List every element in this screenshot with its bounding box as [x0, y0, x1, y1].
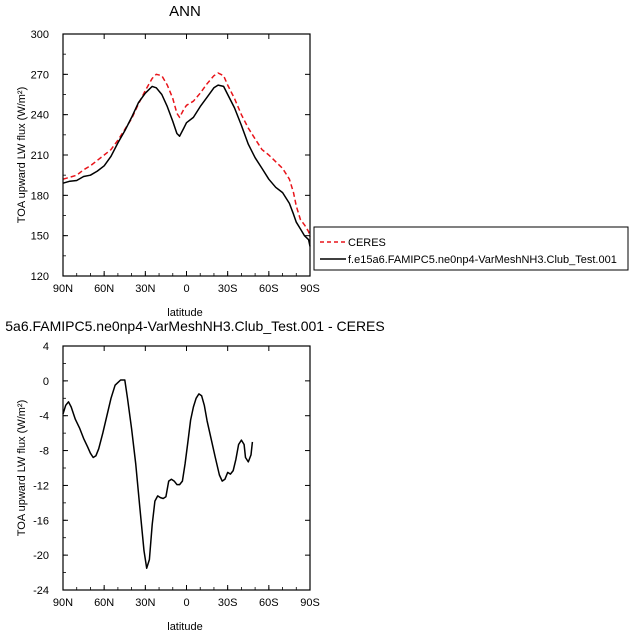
y-tick-label: -20	[33, 550, 49, 562]
x-tick-label: 30N	[135, 597, 155, 609]
x-tick-label: 90N	[53, 597, 73, 609]
legend-label-model: f.e15a6.FAMIPC5.ne0np4-VarMeshNH3.Club_T…	[348, 254, 617, 266]
series-line-0	[62, 72, 311, 238]
x-tick-label: 30N	[135, 283, 155, 295]
bottom-series-group	[62, 379, 254, 569]
top-x-axis-label: latitude	[167, 307, 202, 319]
x-tick-label: 90S	[300, 597, 320, 609]
top-plot-frame	[62, 33, 311, 277]
top-series-group	[62, 72, 311, 247]
y-tick-label: 300	[31, 29, 49, 41]
y-tick-label: -4	[39, 411, 49, 423]
y-tick-label: 270	[31, 69, 49, 81]
bottom-plot-frame	[62, 345, 311, 591]
x-tick-label: 30S	[218, 597, 238, 609]
y-tick-label: -8	[39, 446, 49, 458]
top-panel: ANN 90N 60N 30N 0 30S 60S 90S 120 150 180 210 240 2…	[16, 3, 629, 319]
x-tick-label: 0	[183, 283, 189, 295]
y-tick-label: 180	[31, 190, 49, 202]
bottom-y-ticks: -24 -20 -16 -12 -8 -4 0 4	[33, 341, 310, 597]
x-tick-label: 90N	[53, 283, 73, 295]
y-tick-label: 240	[31, 110, 49, 122]
x-tick-label: 30S	[218, 283, 238, 295]
y-tick-label: 120	[31, 271, 49, 283]
top-y-axis-label: TOA upward LW flux (W/m²)	[16, 87, 28, 224]
y-tick-label: 150	[31, 231, 49, 243]
y-tick-label: -12	[33, 480, 49, 492]
legend-box	[313, 226, 629, 271]
x-tick-label: 60N	[94, 597, 114, 609]
y-tick-label: -16	[33, 515, 49, 527]
y-tick-label: 0	[43, 376, 49, 388]
x-tick-label: 60S	[259, 283, 279, 295]
series-line-1	[62, 84, 311, 247]
legend: CERES f.e15a6.FAMIPC5.ne0np4-VarMeshNH3.…	[313, 226, 629, 271]
y-tick-label: 210	[31, 150, 49, 162]
bottom-x-ticks: 90N 60N 30N 0 30S 60S 90S	[53, 346, 320, 609]
top-y-ticks: 120 150 180 210 240 270 300	[31, 29, 310, 283]
x-tick-label: 60S	[259, 597, 279, 609]
y-tick-label: 4	[43, 341, 49, 353]
bottom-x-axis-label: latitude	[167, 621, 202, 633]
bottom-panel: 5a6.FAMIPC5.ne0np4-VarMeshNH3.Club_Test.…	[5, 318, 384, 633]
legend-label-ceres: CERES	[348, 237, 386, 249]
x-tick-label: 0	[183, 597, 189, 609]
series-line-0	[62, 379, 254, 569]
x-tick-label: 60N	[94, 283, 114, 295]
top-x-ticks: 90N 60N 30N 0 30S 60S 90S	[53, 34, 320, 295]
bottom-chart-title: 5a6.FAMIPC5.ne0np4-VarMeshNH3.Club_Test.…	[5, 318, 384, 334]
x-tick-label: 90S	[300, 283, 320, 295]
bottom-y-axis-label: TOA upward LW flux (W/m²)	[16, 400, 28, 537]
y-tick-label: -24	[33, 585, 49, 597]
top-chart-title: ANN	[169, 3, 201, 20]
